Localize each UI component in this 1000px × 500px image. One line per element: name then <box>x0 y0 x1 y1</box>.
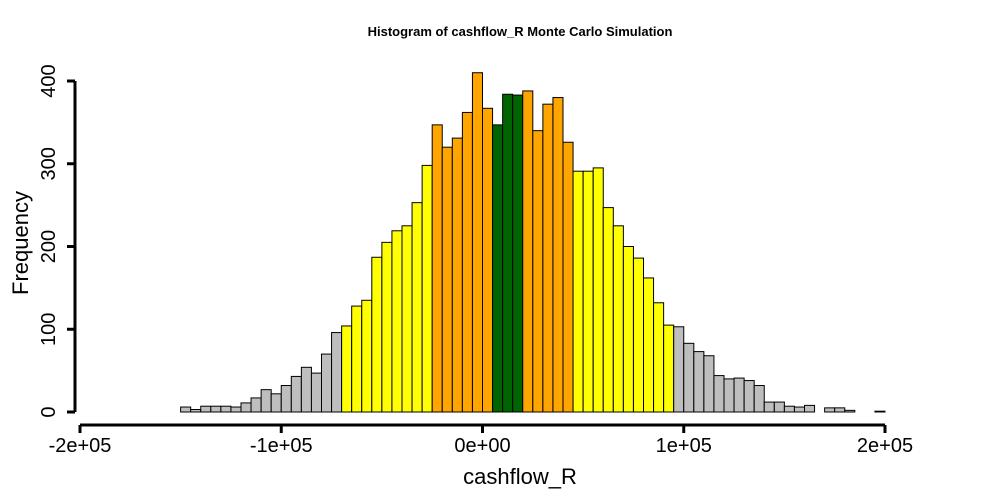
histogram-bar <box>230 406 242 413</box>
histogram-bar <box>280 385 292 413</box>
histogram-bar <box>461 111 473 413</box>
histogram-bar <box>210 405 222 413</box>
histogram-bar <box>713 375 725 413</box>
histogram-bar <box>632 257 645 413</box>
histogram-bar <box>351 305 363 413</box>
histogram-bar <box>512 94 524 413</box>
histogram-bar <box>612 225 624 413</box>
x-ticks: -2e+05 -1e+05 0e+00 1e+05 2e+05 <box>49 425 913 457</box>
histogram-bar <box>321 353 333 413</box>
x-tick-label: 2e+05 <box>857 435 913 457</box>
histogram-bar <box>200 405 212 413</box>
histogram-bar <box>844 409 856 413</box>
histogram-bar <box>874 410 886 413</box>
histogram-bar <box>703 355 715 413</box>
histogram-bar <box>391 230 403 413</box>
y-tick-label: 0 <box>38 406 60 417</box>
histogram-bar <box>723 378 735 413</box>
histogram-bar <box>602 207 614 413</box>
histogram-bar <box>331 332 343 413</box>
histogram-bar <box>753 385 765 413</box>
histogram-bar <box>693 351 705 413</box>
y-tick-label: 200 <box>38 230 60 263</box>
histogram-bar <box>401 225 413 413</box>
histogram-bar <box>733 377 745 413</box>
histogram-bar <box>270 393 282 413</box>
histogram-bar <box>643 277 655 413</box>
histogram-bar <box>180 406 192 413</box>
histogram-bar <box>653 302 665 413</box>
histogram-bar <box>793 406 806 413</box>
histogram-bar <box>562 141 574 413</box>
histogram-bar <box>190 409 202 413</box>
y-tick-label: 100 <box>38 313 60 346</box>
y-axis-label: Frequency <box>8 191 33 295</box>
histogram-bar <box>552 97 564 413</box>
histogram-bar <box>441 146 453 413</box>
histogram-bar <box>240 402 252 413</box>
histogram-bar <box>471 72 484 413</box>
histogram-bar <box>502 93 514 413</box>
chart-title: Histogram of cashflow_R Monte Carlo Simu… <box>368 24 673 39</box>
histogram-bar <box>361 299 373 413</box>
x-axis: -2e+05 -1e+05 0e+00 1e+05 2e+05 <box>49 423 913 457</box>
histogram-bar <box>250 397 262 413</box>
x-tick-label: 0e+00 <box>454 435 510 457</box>
histogram-bar <box>260 389 272 413</box>
y-tick-label: 300 <box>38 147 60 180</box>
histogram-bar <box>834 407 846 413</box>
histogram-bar <box>663 324 675 413</box>
histogram-bar <box>421 164 433 413</box>
histogram-bar <box>804 404 816 413</box>
histogram-bar <box>431 124 443 413</box>
histogram-bar <box>371 256 383 413</box>
histogram-bar <box>492 124 504 413</box>
histogram-bar <box>743 380 755 413</box>
histogram-bar <box>522 90 534 413</box>
y-axis: 0 100 200 300 400 <box>38 64 77 418</box>
histogram-bar <box>582 170 594 413</box>
x-tick-label: 1e+05 <box>656 435 712 457</box>
histogram-bar <box>220 405 232 413</box>
histogram-bar <box>532 130 544 413</box>
histogram-bar <box>482 107 494 413</box>
x-tick-label: -1e+05 <box>250 435 313 457</box>
histogram-bar <box>542 103 554 413</box>
histogram-bar <box>783 405 795 413</box>
x-axis-label: cashflow_R <box>463 464 577 489</box>
histogram-bar <box>411 202 423 413</box>
histogram-bars <box>180 72 886 413</box>
histogram-bar <box>572 170 584 413</box>
histogram-bar <box>592 167 604 413</box>
histogram-bar <box>763 401 775 413</box>
histogram-bar <box>673 326 685 413</box>
x-tick-label: -2e+05 <box>49 435 112 457</box>
histogram-bar <box>341 325 353 413</box>
histogram-bar <box>300 366 312 413</box>
histogram-bar <box>622 246 634 413</box>
histogram-bar <box>824 407 836 413</box>
y-ticks: 0 100 200 300 400 <box>38 64 75 418</box>
histogram-bar <box>773 401 785 413</box>
histogram-bar <box>451 137 463 413</box>
histogram-bar <box>381 241 393 413</box>
histogram-bar <box>290 375 302 413</box>
histogram-bar <box>310 372 323 413</box>
y-tick-label: 400 <box>38 64 60 97</box>
histogram-bar <box>683 342 695 413</box>
